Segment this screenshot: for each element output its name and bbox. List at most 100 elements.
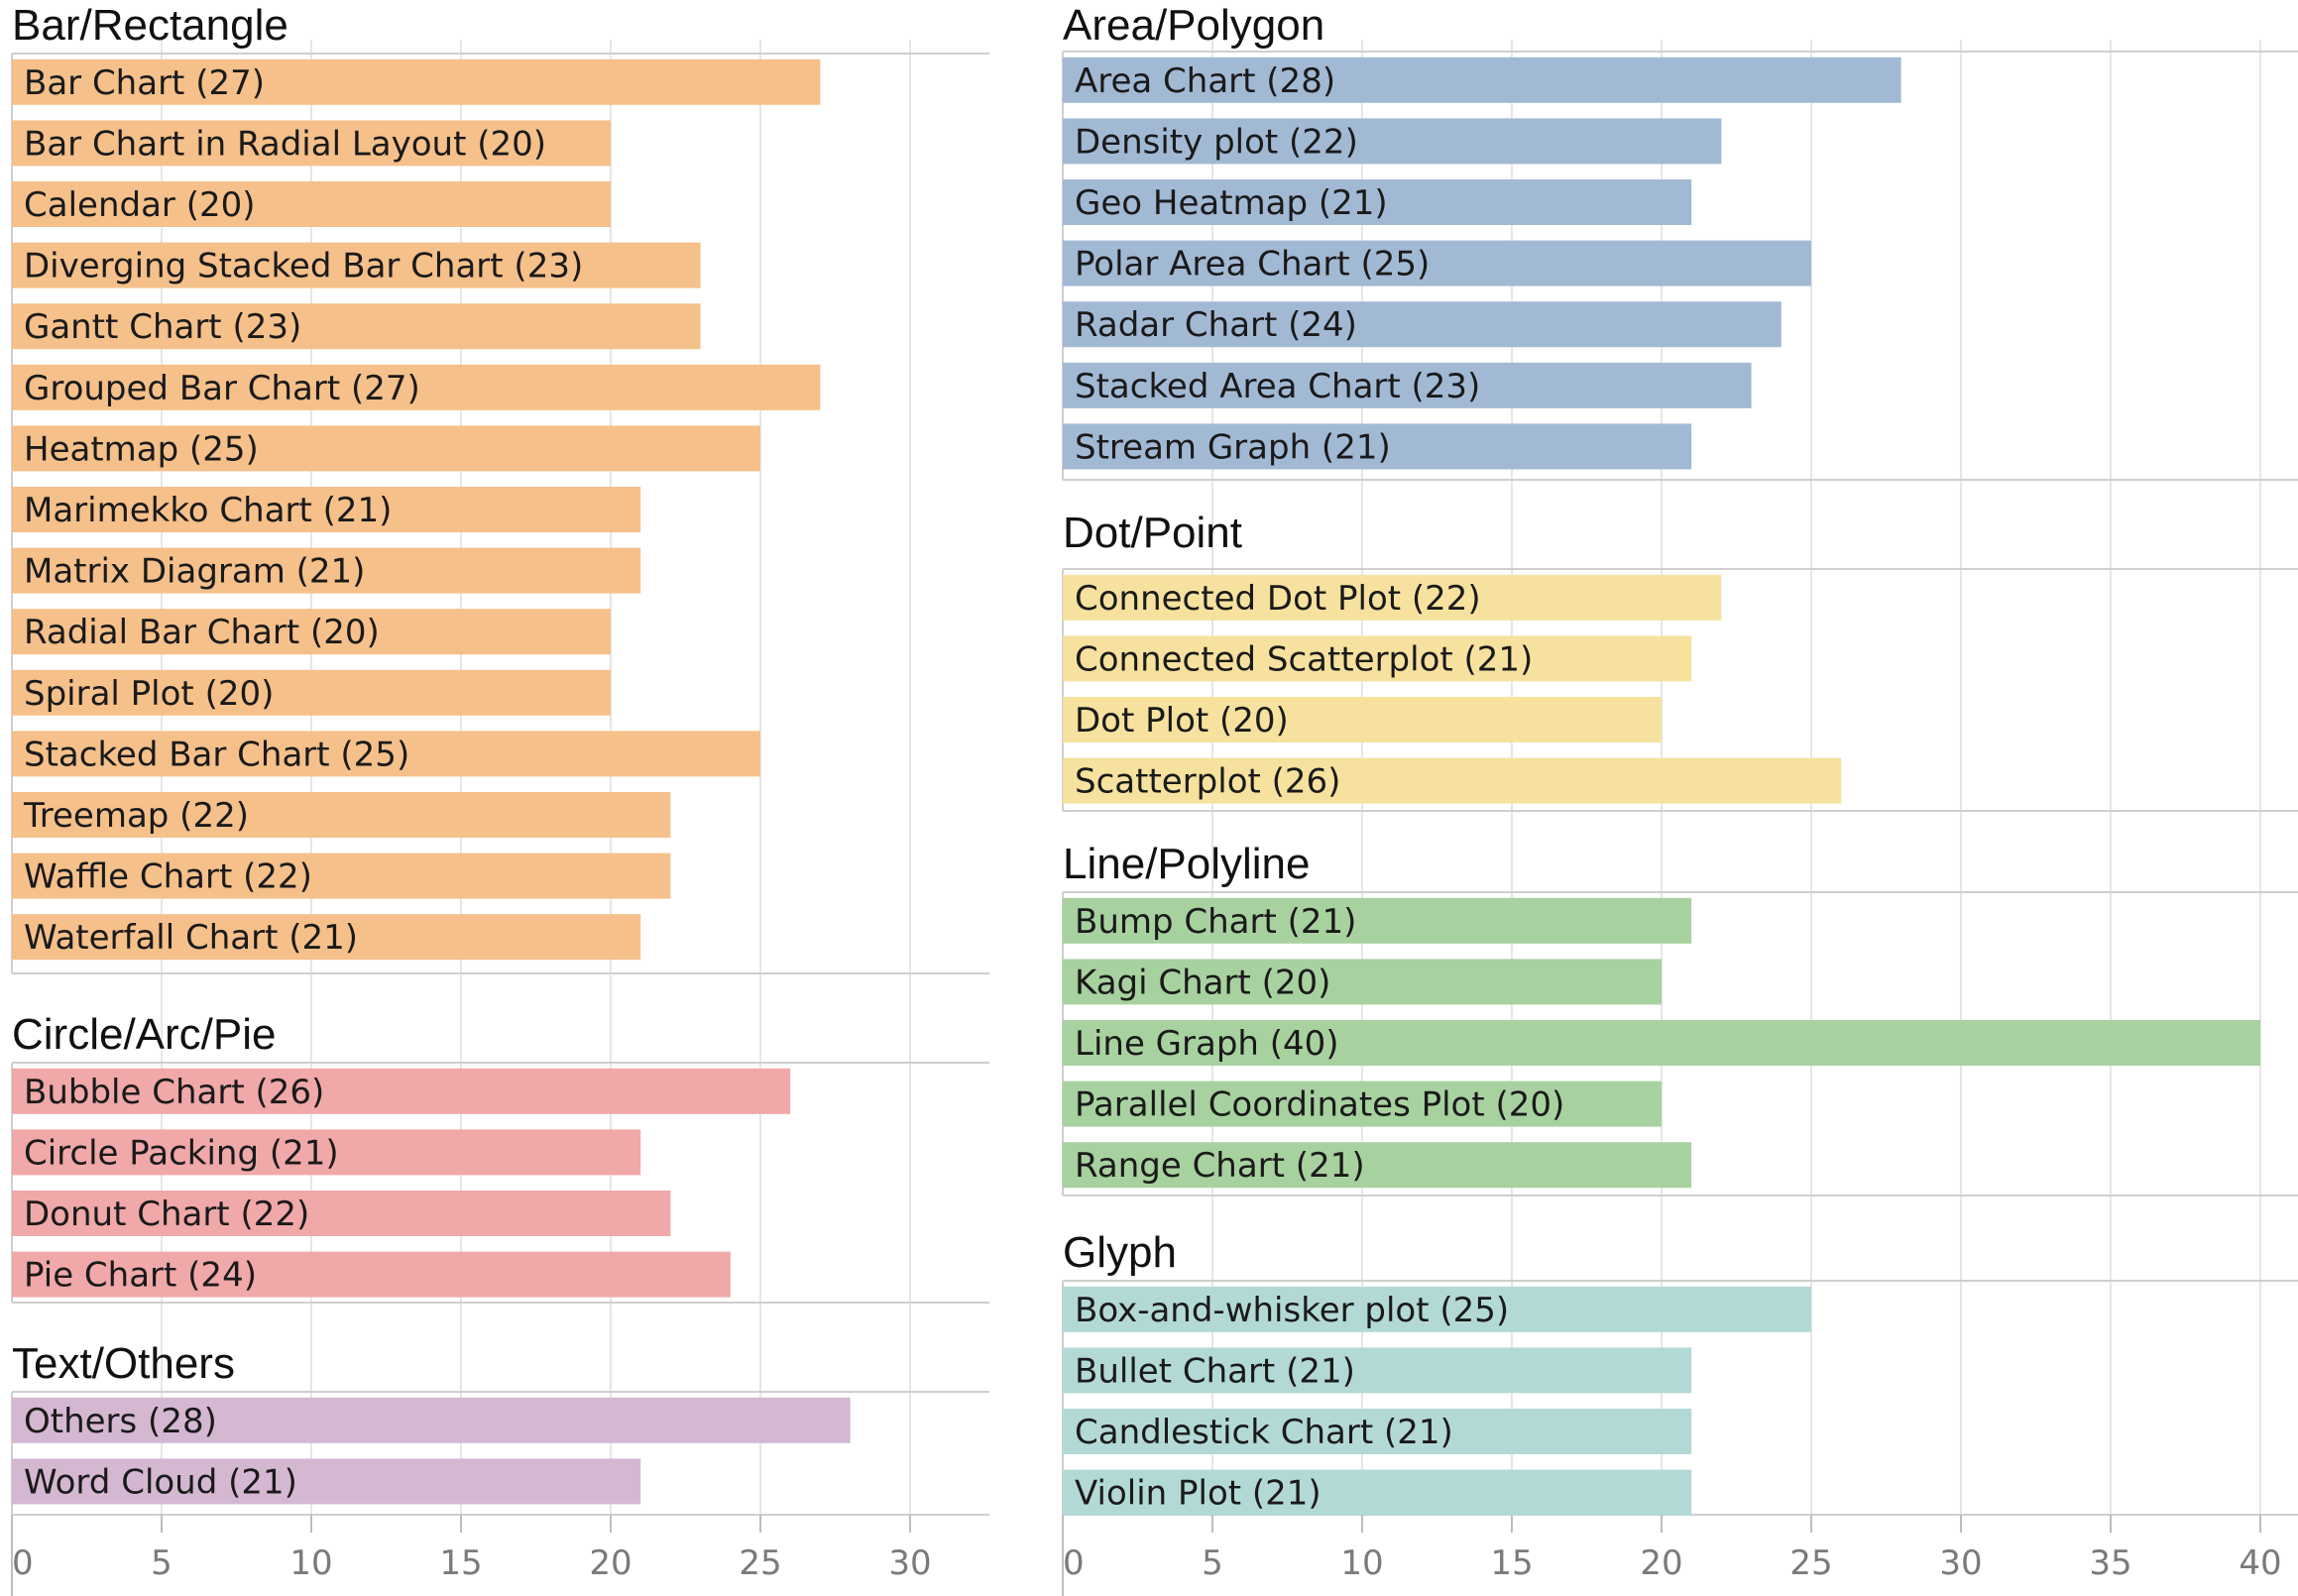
- bar-label: Kagi Chart (20): [1075, 963, 1330, 1002]
- x-tick-label: 10: [1340, 1543, 1383, 1583]
- bar-radial-bar-chart-20[interactable]: [12, 609, 611, 655]
- bar-calendar-20[interactable]: [12, 181, 611, 227]
- group-title: Glyph: [1063, 1228, 1177, 1277]
- chart-column-2: Area/Polygon Area Chart (28) Density plot …: [1062, 1, 2298, 1596]
- bar-diverging-stacked-bar-chart-23[interactable]: [12, 242, 701, 288]
- group-text-others: Text/Others Others (28) Word Cloud (21): [11, 1339, 989, 1516]
- bar-label: Word Cloud (21): [24, 1462, 297, 1502]
- bar-geo-heatmap-21[interactable]: [1063, 179, 1692, 225]
- group-title: Line/Polyline: [1063, 840, 1311, 888]
- bar-label: Diverging Stacked Bar Chart (23): [24, 247, 583, 286]
- bar-label: Range Chart (21): [1075, 1146, 1365, 1186]
- bar-label: Parallel Coordinates Plot (20): [1075, 1085, 1564, 1125]
- group-title: Dot/Point: [1063, 509, 1242, 557]
- x-tick-label: 35: [2089, 1543, 2131, 1583]
- bar-label: Matrix Diagram (21): [24, 552, 365, 592]
- bar-parallel-coordinates-plot-20[interactable]: [1063, 1081, 1662, 1127]
- bar-label: Candlestick Chart (21): [1075, 1413, 1453, 1452]
- bar-stream-graph-21[interactable]: [1063, 423, 1692, 470]
- bar-label: Bullet Chart (21): [1075, 1351, 1355, 1391]
- group-title: Circle/Arc/Pie: [12, 1010, 277, 1059]
- bar-grouped-bar-chart-27[interactable]: [12, 364, 821, 410]
- bar-waterfall-chart-21[interactable]: [12, 914, 641, 961]
- bar-label: Polar Area Chart (25): [1075, 245, 1430, 285]
- x-tick-label: 25: [1789, 1543, 1832, 1583]
- bar-label: Circle Packing (21): [24, 1133, 339, 1173]
- bar-waffle-chart-22[interactable]: [12, 853, 671, 899]
- bar-dot-plot-20[interactable]: [1063, 697, 1662, 742]
- bar-label: Calendar (20): [24, 185, 255, 225]
- bar-stacked-bar-chart-25[interactable]: [12, 731, 760, 777]
- bar-spiral-plot-20[interactable]: [12, 669, 611, 716]
- bar-scatterplot-26[interactable]: [1063, 757, 1842, 804]
- group-line-polyline: Line/Polyline Bump Chart (21) Kagi Chart (…: [1062, 840, 2298, 1197]
- bar-label: Stream Graph (21): [1075, 427, 1391, 467]
- bar-label: Bubble Chart (26): [24, 1073, 324, 1112]
- bar-bar-chart-27[interactable]: [12, 58, 821, 105]
- bar-label: Treemap (22): [23, 796, 249, 836]
- bar-label: Bar Chart (27): [24, 63, 265, 103]
- bar-bubble-chart-26[interactable]: [12, 1068, 791, 1114]
- bar-treemap-22[interactable]: [12, 792, 671, 838]
- bar-donut-chart-22[interactable]: [12, 1191, 671, 1236]
- bar-kagi-chart-20[interactable]: [1063, 959, 1662, 1005]
- x-tick-label: 0: [1063, 1543, 1085, 1583]
- bar-radar-chart-24[interactable]: [1063, 301, 1781, 348]
- bar-label: Donut Chart (22): [24, 1195, 309, 1234]
- bar-violin-plot-21[interactable]: [1063, 1469, 1692, 1516]
- bar-word-cloud-21[interactable]: [12, 1458, 641, 1505]
- bar-circle-packing-21[interactable]: [12, 1129, 641, 1176]
- bar-connected-scatterplot-21[interactable]: [1063, 635, 1692, 682]
- group-bar-rectangle: Bar/Rectangle Bar Chart (27) Bar Chart in …: [11, 1, 989, 974]
- x-tick-label: 10: [289, 1543, 332, 1583]
- chart-column-1: Bar/Rectangle Bar Chart (27) Bar Chart in …: [11, 1, 989, 1596]
- bar-label: Radar Chart (24): [1075, 305, 1357, 345]
- bar-label: Stacked Area Chart (23): [1075, 367, 1480, 406]
- bar-connected-dot-plot-22[interactable]: [1063, 574, 1722, 621]
- bar-marimekko-chart-21[interactable]: [12, 487, 641, 532]
- bar-density-plot-22[interactable]: [1063, 118, 1722, 165]
- bar-area-chart-28[interactable]: [1063, 57, 1901, 103]
- bar-label: Line Graph (40): [1075, 1024, 1339, 1064]
- bar-bar-chart-in-radial-layout-20[interactable]: [12, 120, 611, 167]
- bar-label: Area Chart (28): [1075, 61, 1335, 101]
- group-glyph: Glyph Box-and-whisker plot (25) Bullet Cha…: [1062, 1228, 2298, 1516]
- x-tick-label: 30: [888, 1543, 931, 1583]
- group-title: Bar/Rectangle: [12, 1, 288, 50]
- x-tick-label: 20: [589, 1543, 632, 1583]
- bar-label: Violin Plot (21): [1075, 1474, 1321, 1514]
- x-tick-label: 15: [1490, 1543, 1533, 1583]
- bar-label: Heatmap (25): [24, 429, 259, 469]
- bar-bullet-chart-21[interactable]: [1063, 1347, 1692, 1394]
- bar-label: Waffle Chart (22): [24, 857, 312, 897]
- x-tick-label: 30: [1939, 1543, 1982, 1583]
- bar-label: Radial Bar Chart (20): [24, 613, 380, 652]
- x-tick-label: 5: [151, 1543, 172, 1583]
- bar-heatmap-25[interactable]: [12, 425, 760, 472]
- bar-bump-chart-21[interactable]: [1063, 897, 1692, 944]
- bar-label: Density plot (22): [1075, 122, 1358, 162]
- group-title: Text/Others: [12, 1339, 235, 1388]
- bar-pie-chart-24[interactable]: [12, 1251, 731, 1298]
- x-tick-label: 40: [2239, 1543, 2281, 1583]
- bar-matrix-diagram-21[interactable]: [12, 547, 641, 594]
- bar-others-28[interactable]: [12, 1397, 851, 1443]
- bar-stacked-area-chart-23[interactable]: [1063, 362, 1752, 408]
- x-tick-label: 20: [1640, 1543, 1682, 1583]
- x-tick-label: 15: [439, 1543, 482, 1583]
- x-tick-label: 5: [1202, 1543, 1223, 1583]
- group-area-polygon: Area/Polygon Area Chart (28) Density plot …: [1062, 1, 2298, 481]
- bar-label: Pie Chart (24): [24, 1256, 257, 1296]
- bar-gantt-chart-23[interactable]: [12, 303, 701, 350]
- bar-line-graph-40[interactable]: [1063, 1020, 2260, 1066]
- bar-polar-area-chart-25[interactable]: [1063, 240, 1811, 286]
- bar-label: Others (28): [24, 1402, 217, 1441]
- group-dot-point: Dot/Point Connected Dot Plot (22) Connecte…: [1062, 509, 2298, 812]
- bar-box-and-whisker-plot-25[interactable]: [1063, 1286, 1811, 1332]
- bar-label: Stacked Bar Chart (25): [24, 735, 409, 774]
- bar-range-chart-21[interactable]: [1063, 1142, 1692, 1189]
- bar-label: Dot Plot (20): [1075, 701, 1289, 741]
- bar-label: Waterfall Chart (21): [24, 918, 358, 958]
- bar-candlestick-chart-21[interactable]: [1063, 1409, 1692, 1454]
- bar-label: Marimekko Chart (21): [24, 491, 392, 530]
